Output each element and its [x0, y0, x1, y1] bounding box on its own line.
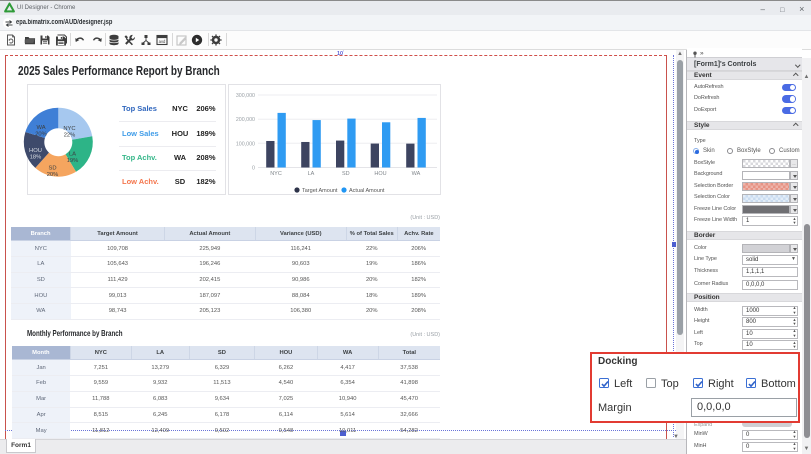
svg-text:NYC: NYC [270, 171, 282, 177]
svg-text:20%: 20% [35, 132, 47, 138]
svg-text:Target Amount: Target Amount [302, 188, 338, 194]
svg-text:19%: 19% [67, 158, 79, 164]
svg-text:LA: LA [69, 152, 76, 158]
svg-text:Actual Amount: Actual Amount [349, 188, 385, 194]
svg-text:200,000: 200,000 [236, 117, 255, 123]
svg-text:NYC: NYC [63, 126, 75, 132]
svg-text:0: 0 [252, 166, 255, 172]
svg-text:300,000: 300,000 [236, 93, 255, 99]
svg-text:22%: 22% [64, 133, 76, 139]
svg-text:WA: WA [412, 171, 421, 177]
svg-text:LA: LA [308, 171, 315, 177]
svg-text:HOU: HOU [374, 171, 386, 177]
svg-text:20%: 20% [47, 172, 59, 178]
svg-text:WA: WA [36, 125, 45, 131]
svg-text:100,000: 100,000 [236, 141, 255, 147]
svg-text:HOU: HOU [29, 148, 42, 154]
svg-text:18%: 18% [30, 155, 42, 161]
svg-text:SD: SD [342, 171, 350, 177]
svg-text:SD: SD [48, 166, 56, 172]
svg-text:avd: avd [159, 39, 166, 44]
